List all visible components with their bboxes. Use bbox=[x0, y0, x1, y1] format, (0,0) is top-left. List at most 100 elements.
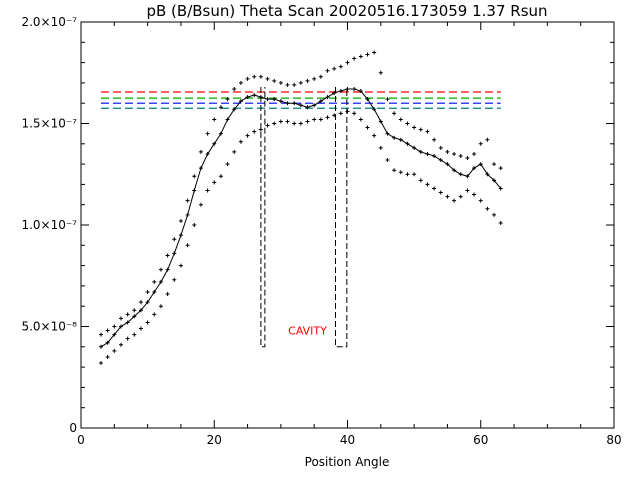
data-point bbox=[385, 97, 390, 102]
data-point bbox=[125, 336, 130, 341]
data-point bbox=[192, 188, 197, 193]
data-point bbox=[458, 172, 463, 177]
data-point bbox=[365, 97, 370, 102]
data-point bbox=[432, 153, 437, 158]
data-point bbox=[492, 178, 497, 183]
data-point bbox=[292, 121, 297, 126]
data-point bbox=[338, 89, 343, 94]
cavity-annotation: CAVITY bbox=[288, 325, 327, 338]
data-point bbox=[138, 308, 143, 313]
data-point bbox=[258, 74, 263, 79]
y-tick-label: 0 bbox=[69, 421, 77, 435]
data-point bbox=[305, 119, 310, 124]
data-point bbox=[245, 95, 250, 100]
data-point bbox=[118, 316, 123, 321]
data-point bbox=[132, 332, 137, 337]
data-point bbox=[485, 206, 490, 211]
data-point bbox=[152, 289, 157, 294]
data-point bbox=[472, 151, 477, 156]
data-point bbox=[412, 125, 417, 130]
data-point bbox=[298, 103, 303, 108]
data-point bbox=[372, 107, 377, 112]
data-point bbox=[345, 86, 350, 91]
data-point bbox=[118, 324, 123, 329]
data-point bbox=[98, 332, 103, 337]
data-point bbox=[312, 117, 317, 122]
data-point bbox=[318, 117, 323, 122]
data-point bbox=[192, 223, 197, 227]
data-point bbox=[292, 101, 297, 106]
data-point bbox=[325, 115, 330, 120]
data-point bbox=[178, 233, 183, 238]
data-point bbox=[438, 158, 443, 163]
data-point bbox=[205, 188, 210, 193]
data-point bbox=[218, 131, 223, 136]
data-point bbox=[232, 86, 237, 91]
data-point bbox=[305, 105, 310, 110]
data-point bbox=[498, 186, 503, 191]
data-point bbox=[105, 328, 110, 333]
data-point bbox=[365, 52, 370, 57]
data-point bbox=[332, 113, 337, 118]
data-point bbox=[145, 320, 150, 325]
data-point bbox=[112, 332, 117, 337]
data-point bbox=[378, 70, 383, 75]
data-point bbox=[412, 172, 417, 177]
data-point bbox=[398, 117, 403, 122]
data-point bbox=[225, 117, 230, 122]
data-point bbox=[405, 172, 410, 177]
reference-lines bbox=[100, 91, 501, 109]
data-point bbox=[172, 237, 177, 242]
data-point bbox=[238, 99, 243, 104]
data-point bbox=[245, 76, 250, 81]
data-point bbox=[372, 133, 377, 138]
data-point bbox=[438, 190, 443, 195]
data-point bbox=[452, 198, 457, 203]
data-point bbox=[345, 109, 350, 114]
data-point bbox=[352, 56, 357, 61]
data-point bbox=[152, 279, 157, 284]
data-point bbox=[498, 220, 503, 225]
series-lower bbox=[98, 109, 503, 366]
cavity-boundary bbox=[335, 86, 348, 348]
data-point bbox=[252, 74, 257, 79]
data-point bbox=[418, 149, 423, 154]
data-point bbox=[425, 151, 430, 156]
x-axis-label: Position Angle bbox=[305, 455, 390, 469]
data-point bbox=[212, 117, 217, 122]
data-point bbox=[358, 54, 363, 59]
data-point bbox=[205, 151, 210, 156]
data-point bbox=[338, 64, 343, 69]
data-point bbox=[392, 168, 397, 173]
data-point bbox=[492, 212, 497, 217]
data-point bbox=[98, 344, 103, 349]
y-tick-label: 1.5×10⁻⁷ bbox=[21, 117, 77, 131]
data-point bbox=[398, 170, 403, 175]
data-point bbox=[485, 172, 490, 177]
data-point bbox=[205, 131, 210, 136]
plot-frame bbox=[80, 21, 615, 429]
data-point bbox=[225, 162, 230, 167]
data-point bbox=[158, 267, 163, 272]
data-point bbox=[285, 119, 290, 124]
data-point bbox=[338, 111, 343, 116]
data-point bbox=[258, 127, 263, 132]
data-point bbox=[465, 174, 470, 179]
data-point bbox=[325, 68, 330, 73]
data-point bbox=[252, 129, 257, 134]
data-point bbox=[425, 182, 430, 187]
data-point bbox=[145, 289, 150, 294]
data-point bbox=[385, 131, 390, 136]
data-point bbox=[298, 121, 303, 126]
data-point bbox=[385, 158, 390, 163]
data-point bbox=[325, 95, 330, 100]
y-tick-label: 1.0×10⁻⁷ bbox=[21, 218, 77, 232]
data-point bbox=[218, 174, 223, 179]
data-point bbox=[278, 99, 283, 104]
x-axis-ticks: 0 20 40 60 80 bbox=[77, 22, 622, 447]
data-point bbox=[365, 125, 370, 130]
data-point bbox=[478, 162, 483, 167]
data-point bbox=[265, 76, 270, 81]
data-point bbox=[272, 121, 277, 126]
data-point bbox=[472, 166, 477, 171]
